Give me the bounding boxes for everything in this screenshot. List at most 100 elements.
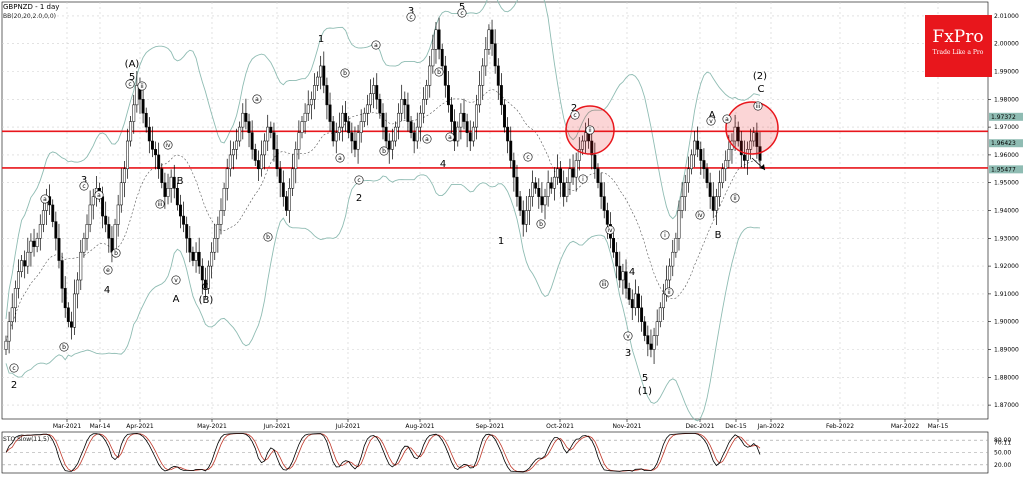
candle-body — [188, 238, 192, 253]
candle-body — [35, 238, 39, 247]
subwave-circle — [753, 101, 763, 111]
subwave-label: a — [255, 96, 259, 103]
subwave-circle — [457, 8, 467, 18]
candle-body — [633, 293, 637, 309]
candle-body — [275, 149, 279, 170]
candle-body — [337, 126, 341, 133]
candle-body — [686, 168, 690, 183]
candle-body — [60, 260, 64, 289]
wave-label: 5 — [459, 2, 465, 13]
candle-body — [621, 271, 625, 281]
candle-body — [462, 112, 466, 122]
stochastic-label: STO Slow(11,5) — [3, 436, 49, 443]
wave-label: 2 — [571, 103, 577, 114]
subwave-circle — [730, 193, 740, 203]
candle-body — [126, 140, 129, 170]
candle-body — [129, 121, 133, 142]
subwave-label: b — [266, 234, 270, 241]
candle-body — [571, 168, 575, 178]
candle-body — [297, 132, 301, 150]
subwave-circle — [252, 94, 262, 104]
x-tick-label: Mar-2021 — [53, 423, 82, 430]
candle-body — [169, 176, 173, 189]
subwave-circle — [695, 210, 705, 220]
candle-body — [683, 182, 687, 197]
y-tick-label: 1.99000 — [994, 69, 1019, 76]
candle-body — [475, 104, 478, 128]
candle-body — [38, 224, 42, 239]
candle-body — [135, 85, 139, 106]
candle-body — [334, 132, 338, 142]
subwave-circle — [722, 114, 732, 124]
candle-body — [203, 279, 207, 289]
subwave-circle — [171, 275, 181, 285]
candle-body — [381, 112, 385, 128]
lower-level-tag-text: 1.95477 — [991, 166, 1016, 173]
candle-body — [590, 140, 594, 156]
candle-body — [378, 99, 382, 114]
candle-body — [478, 85, 482, 106]
subwave-label: ii — [588, 127, 592, 134]
candle-body — [400, 99, 404, 114]
y-tick-label: 1.90000 — [994, 319, 1019, 326]
candle-body — [150, 140, 154, 150]
candle-body — [316, 76, 320, 86]
x-tick-label: Mar-2022 — [891, 423, 920, 430]
candle-body — [260, 154, 263, 170]
candle-body — [559, 168, 563, 183]
wave-label: (B) — [199, 295, 214, 306]
chart-title: GBPNZD - 1 day — [3, 3, 59, 11]
wave-label: 1 — [318, 34, 324, 45]
subwave-label: ii — [733, 195, 737, 202]
candle-body — [182, 215, 186, 225]
candle-body — [733, 126, 737, 142]
lower-level-tag — [989, 165, 1023, 174]
wave-label: 2 — [356, 193, 362, 204]
candle-body — [309, 99, 313, 106]
candle-body — [749, 140, 753, 150]
candle-body — [157, 154, 161, 170]
subwave-label: v — [174, 277, 178, 284]
subwave-label: i — [582, 176, 584, 183]
candle-body — [680, 196, 684, 211]
candle-body — [746, 149, 749, 161]
candle-body — [646, 335, 650, 345]
candle-body — [325, 85, 329, 106]
current-price-tag-text: 1.97372 — [991, 114, 1016, 121]
subwave-circle — [9, 363, 19, 373]
candle-body — [372, 85, 376, 94]
wave-label: 5 — [642, 373, 648, 384]
candle-body — [266, 126, 270, 142]
subwave-label: a — [97, 192, 101, 199]
candle-body — [291, 168, 295, 189]
x-tick-label: Dec-2021 — [685, 423, 714, 430]
candle-body — [197, 251, 201, 267]
candle-body — [23, 260, 27, 267]
logo-brand: FxPro — [932, 27, 983, 47]
candle-body — [440, 49, 444, 67]
candle-body — [141, 99, 145, 114]
candle-body — [344, 112, 348, 122]
subwave-label: a — [725, 116, 729, 123]
subwave-label: b — [62, 344, 66, 351]
y-axis: 1.87000 1.88000 1.89000 1.90000 1.91000 1.920… — [988, 13, 1023, 409]
candle-body — [428, 65, 432, 86]
candle-body — [674, 238, 678, 253]
subwave-circle — [40, 194, 50, 204]
candle-body — [524, 210, 528, 225]
subwave-label: a — [425, 136, 429, 143]
candle-body — [244, 112, 248, 122]
candle-body — [175, 188, 179, 206]
candle-body — [51, 204, 55, 222]
horizontal-levels — [2, 130, 988, 169]
candle-body — [615, 251, 619, 267]
subwave-label: c — [82, 183, 85, 190]
candle-body — [101, 196, 105, 217]
candle-body — [699, 149, 703, 161]
subwave-circle — [263, 232, 273, 242]
candle-body — [166, 188, 170, 197]
candle-body — [540, 196, 544, 206]
y-tick-label: 1.95000 — [994, 180, 1019, 187]
candle-body — [147, 126, 151, 142]
candle-body — [549, 182, 553, 189]
